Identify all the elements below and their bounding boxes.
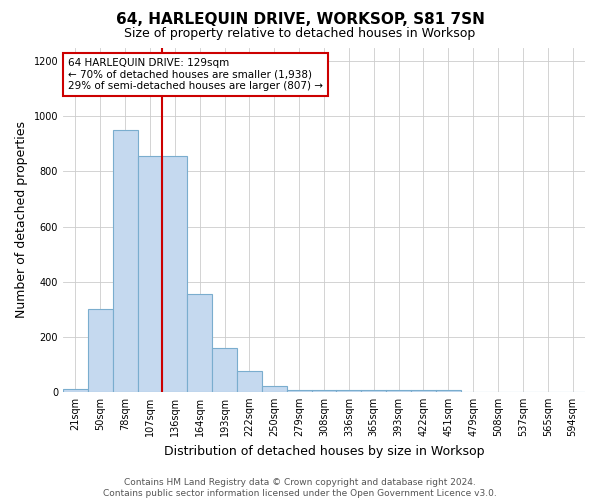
Bar xyxy=(361,390,386,392)
Bar xyxy=(63,389,88,392)
Y-axis label: Number of detached properties: Number of detached properties xyxy=(15,121,28,318)
Bar xyxy=(237,371,262,392)
Bar xyxy=(88,309,113,392)
Text: Size of property relative to detached houses in Worksop: Size of property relative to detached ho… xyxy=(124,28,476,40)
Bar xyxy=(337,390,361,392)
X-axis label: Distribution of detached houses by size in Worksop: Distribution of detached houses by size … xyxy=(164,444,484,458)
Bar xyxy=(187,294,212,392)
Bar xyxy=(262,386,287,392)
Bar xyxy=(113,130,137,392)
Bar xyxy=(411,390,436,392)
Bar xyxy=(287,390,311,392)
Bar xyxy=(163,156,187,392)
Bar xyxy=(436,390,461,392)
Bar xyxy=(137,156,163,392)
Bar xyxy=(212,348,237,392)
Bar xyxy=(311,390,337,392)
Text: 64, HARLEQUIN DRIVE, WORKSOP, S81 7SN: 64, HARLEQUIN DRIVE, WORKSOP, S81 7SN xyxy=(116,12,484,28)
Text: 64 HARLEQUIN DRIVE: 129sqm
← 70% of detached houses are smaller (1,938)
29% of s: 64 HARLEQUIN DRIVE: 129sqm ← 70% of deta… xyxy=(68,58,323,91)
Bar xyxy=(386,390,411,392)
Text: Contains HM Land Registry data © Crown copyright and database right 2024.
Contai: Contains HM Land Registry data © Crown c… xyxy=(103,478,497,498)
